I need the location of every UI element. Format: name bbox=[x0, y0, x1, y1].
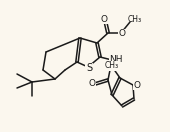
Text: CH₃: CH₃ bbox=[128, 15, 142, 25]
Text: NH: NH bbox=[109, 55, 123, 63]
Text: O: O bbox=[133, 81, 140, 89]
Text: O: O bbox=[118, 29, 125, 39]
Text: O: O bbox=[89, 79, 96, 88]
Text: O: O bbox=[100, 15, 107, 23]
Text: CH₃: CH₃ bbox=[105, 62, 119, 70]
Text: S: S bbox=[86, 63, 92, 73]
